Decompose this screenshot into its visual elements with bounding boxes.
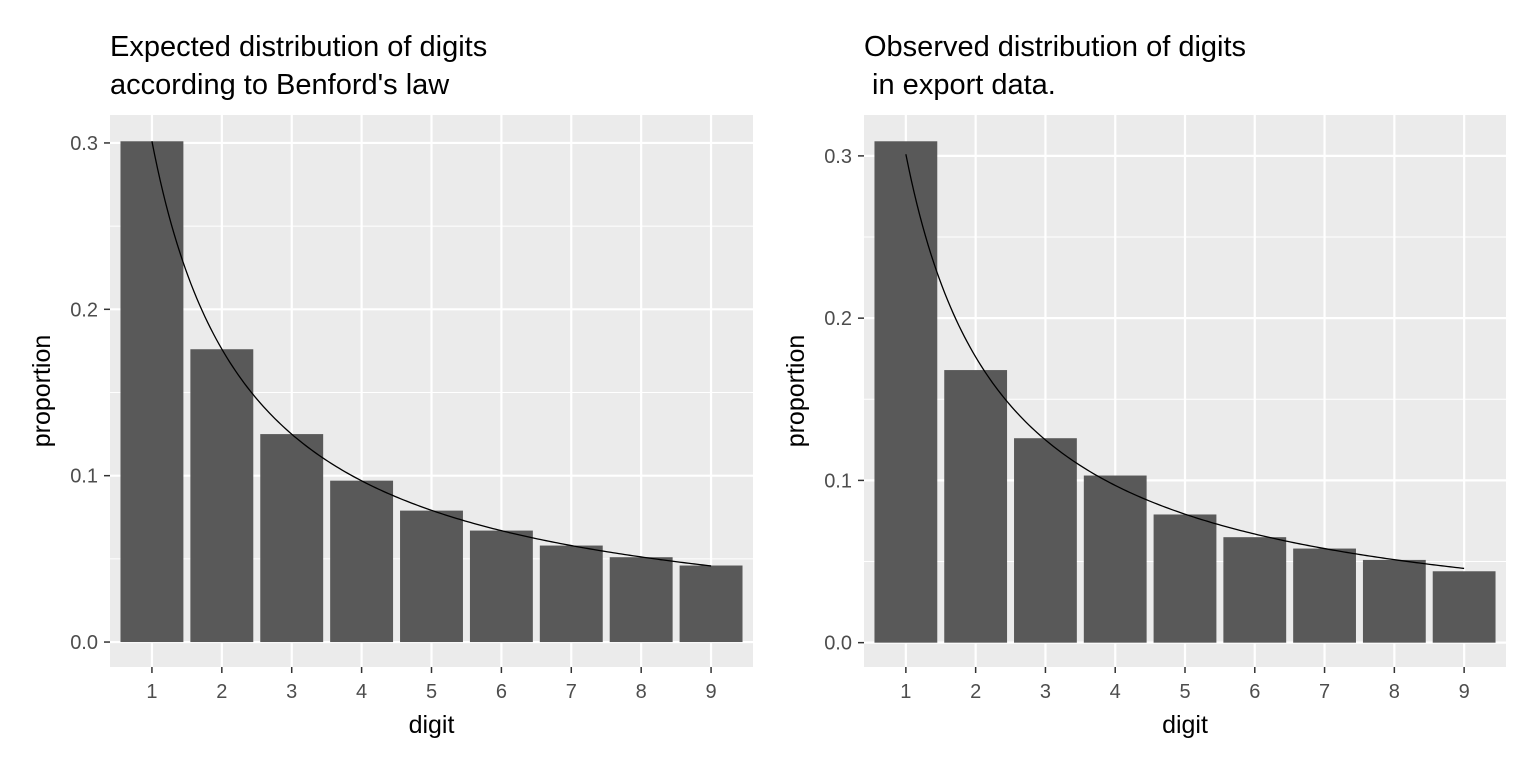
y-tick-label: 0.2: [824, 308, 852, 330]
bar-digit-8: [609, 557, 673, 643]
bar-digit-6: [1223, 537, 1287, 643]
bar-digit-5: [1153, 514, 1217, 643]
x-tick-label: 6: [1249, 681, 1260, 703]
x-tick-label: 7: [566, 681, 577, 703]
x-tick-label: 9: [706, 681, 717, 703]
chart-title-line: according to Benford's law: [110, 69, 450, 101]
x-tick-label: 5: [1179, 681, 1190, 703]
y-tick-label: 0.1: [824, 470, 852, 492]
x-tick-label: 2: [216, 681, 227, 703]
x-tick-label: 3: [286, 681, 297, 703]
y-tick-label: 0.3: [824, 146, 852, 168]
y-axis-title: proportion: [28, 335, 56, 448]
benford-curve: [151, 141, 712, 567]
y-tick-label: 0.3: [70, 133, 98, 155]
bar-digit-3: [1014, 438, 1077, 643]
bar-digit-9: [679, 565, 743, 643]
x-tick-label: 3: [1040, 681, 1051, 703]
bar-digit-5: [400, 510, 463, 643]
chart-title-line: Observed distribution of digits: [864, 31, 1246, 63]
x-tick-label: 8: [636, 681, 647, 703]
bar-digit-3: [260, 434, 324, 643]
bar-digit-4: [330, 480, 394, 643]
x-tick-label: 8: [1389, 681, 1400, 703]
chart-title-line: in export data.: [864, 69, 1056, 101]
x-tick-label: 4: [356, 681, 367, 703]
bar-digit-6: [469, 530, 533, 643]
expected-chart: Expected distribution of digits according…: [28, 31, 753, 739]
x-tick-label: 5: [426, 681, 437, 703]
y-tick-label: 0.1: [70, 466, 98, 488]
bar-digit-9: [1432, 571, 1496, 643]
x-tick-label: 2: [970, 681, 981, 703]
x-tick-label: 1: [900, 681, 911, 703]
x-axis-title: digit: [409, 711, 455, 739]
x-axis-title: digit: [1162, 711, 1208, 739]
y-tick-label: 0.2: [70, 299, 98, 321]
bar-digit-1: [120, 141, 184, 643]
bar-digit-7: [539, 545, 603, 643]
x-tick-label: 6: [496, 681, 507, 703]
benford-curve: [905, 154, 1465, 570]
chart-title-line: Expected distribution of digits: [110, 31, 487, 63]
y-axis-title: proportion: [782, 335, 810, 448]
observed-chart: Observed distribution of digits in expor…: [782, 31, 1506, 739]
bar-digit-1: [874, 141, 938, 643]
y-tick-label: 0.0: [824, 633, 852, 655]
x-tick-label: 9: [1459, 681, 1470, 703]
x-tick-label: 7: [1319, 681, 1330, 703]
x-tick-label: 1: [146, 681, 157, 703]
bar-digit-8: [1362, 559, 1426, 643]
x-tick-label: 4: [1110, 681, 1121, 703]
bar-digit-7: [1293, 548, 1356, 643]
bar-digit-2: [944, 370, 1008, 643]
y-tick-label: 0.0: [70, 632, 98, 654]
bar-digit-2: [190, 349, 254, 643]
bar-digit-4: [1083, 475, 1147, 643]
